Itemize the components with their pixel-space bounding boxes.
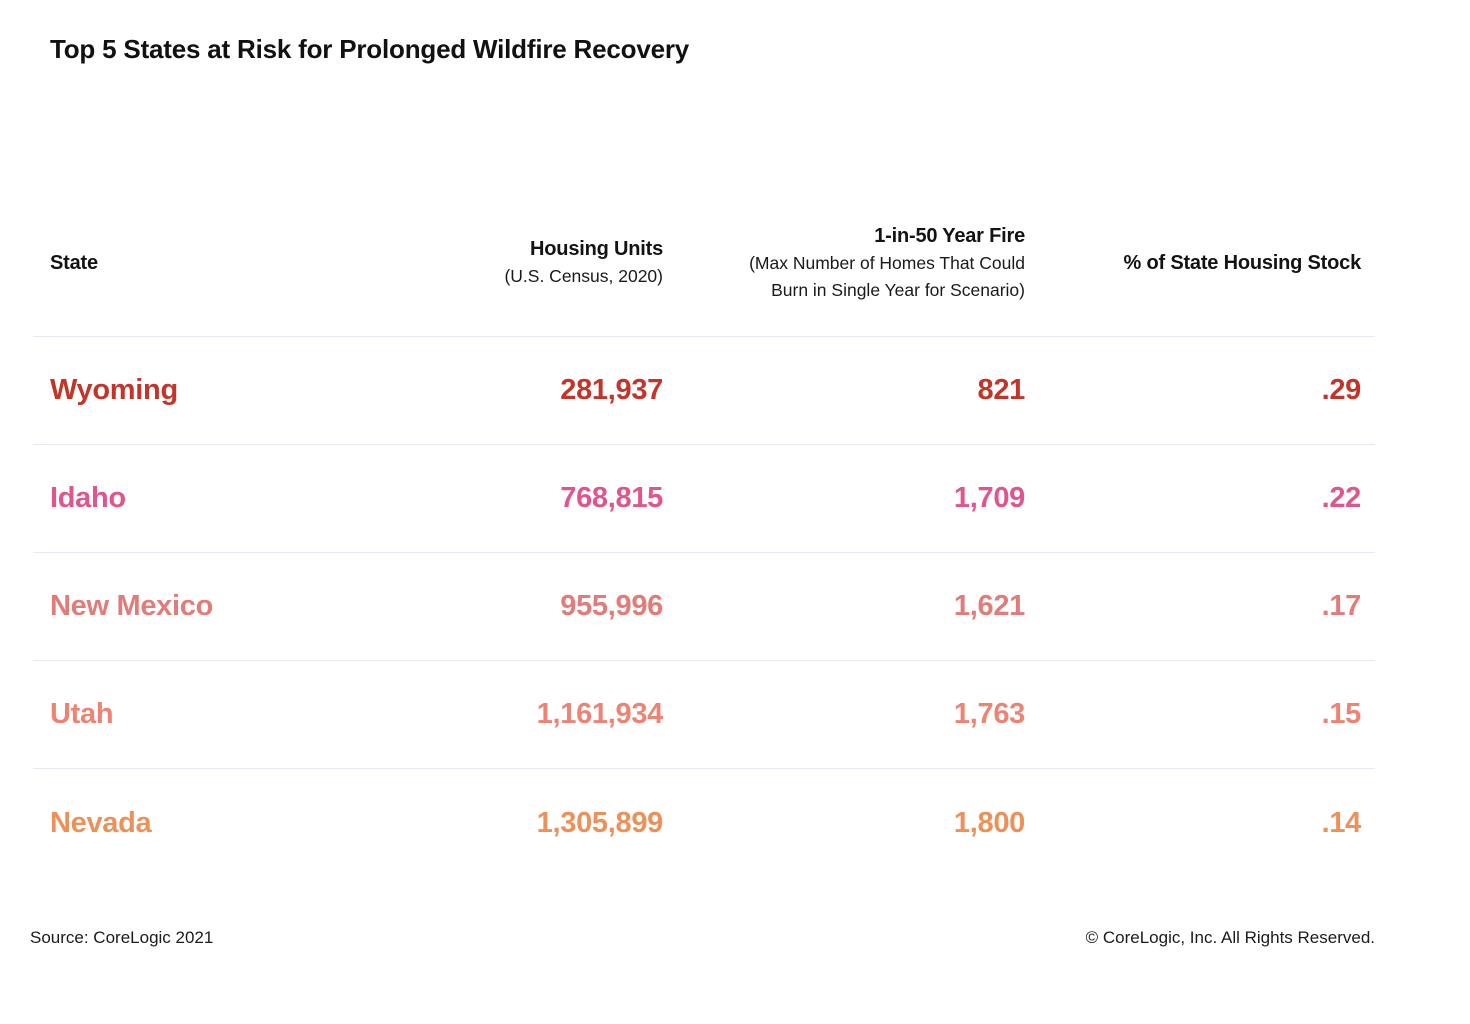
pct-cell: .29 (1321, 374, 1362, 406)
state-cell: New Mexico (50, 590, 213, 622)
pct-cell: .15 (1321, 698, 1362, 730)
header-cell-pct-housing-stock: % of State Housing Stock (1025, 250, 1375, 277)
state-cell: Utah (50, 698, 114, 730)
fire-cell: 1,621 (953, 590, 1025, 622)
header-pct-housing-stock-label: % of State Housing Stock (1123, 251, 1362, 274)
state-cell: Wyoming (50, 374, 178, 406)
housing-units-cell: 1,305,899 (536, 806, 664, 839)
header-fire-scenario-label: 1-in-50 Year Fire (874, 224, 1025, 247)
table-row: New Mexico 955,996 1,621 .17 (33, 553, 1375, 661)
source-note: Source: CoreLogic 2021 (30, 928, 214, 947)
header-cell-housing-units: Housing Units (U.S. Census, 2020) (363, 236, 663, 290)
table-row: Utah 1,161,934 1,763 .15 (33, 661, 1375, 769)
header-cell-fire-scenario: 1-in-50 Year Fire (Max Number of Homes T… (663, 223, 1025, 304)
table-header-row: State Housing Units (U.S. Census, 2020) … (33, 190, 1375, 337)
housing-units-cell: 768,815 (560, 482, 663, 514)
fire-cell: 821 (977, 374, 1026, 406)
header-housing-units-label: Housing Units (530, 238, 663, 260)
header-cell-state: State (33, 250, 363, 277)
pct-cell: .17 (1321, 590, 1362, 622)
table-row: Idaho 768,815 1,709 .22 (33, 445, 1375, 553)
header-state-label: State (50, 251, 98, 274)
fire-cell: 1,709 (953, 482, 1025, 514)
state-cell: Nevada (50, 806, 152, 839)
page-title: Top 5 States at Risk for Prolonged Wildf… (50, 34, 690, 64)
housing-units-cell: 1,161,934 (536, 698, 664, 730)
table-row: Nevada 1,305,899 1,800 .14 (33, 769, 1375, 877)
risk-table: State Housing Units (U.S. Census, 2020) … (33, 190, 1375, 877)
header-housing-units-subtext: (U.S. Census, 2020) (504, 266, 663, 286)
fire-cell: 1,800 (953, 806, 1025, 839)
pct-cell: .14 (1321, 806, 1362, 839)
table-row: Wyoming 281,937 821 .29 (33, 337, 1375, 445)
state-cell: Idaho (50, 482, 126, 514)
housing-units-cell: 281,937 (560, 374, 663, 406)
housing-units-cell: 955,996 (560, 590, 663, 622)
copyright-note: © CoreLogic, Inc. All Rights Reserved. (1085, 928, 1375, 947)
header-fire-scenario-subtext: (Max Number of Homes That Could Burn in … (749, 252, 1025, 300)
fire-cell: 1,763 (953, 698, 1025, 730)
pct-cell: .22 (1321, 482, 1362, 514)
